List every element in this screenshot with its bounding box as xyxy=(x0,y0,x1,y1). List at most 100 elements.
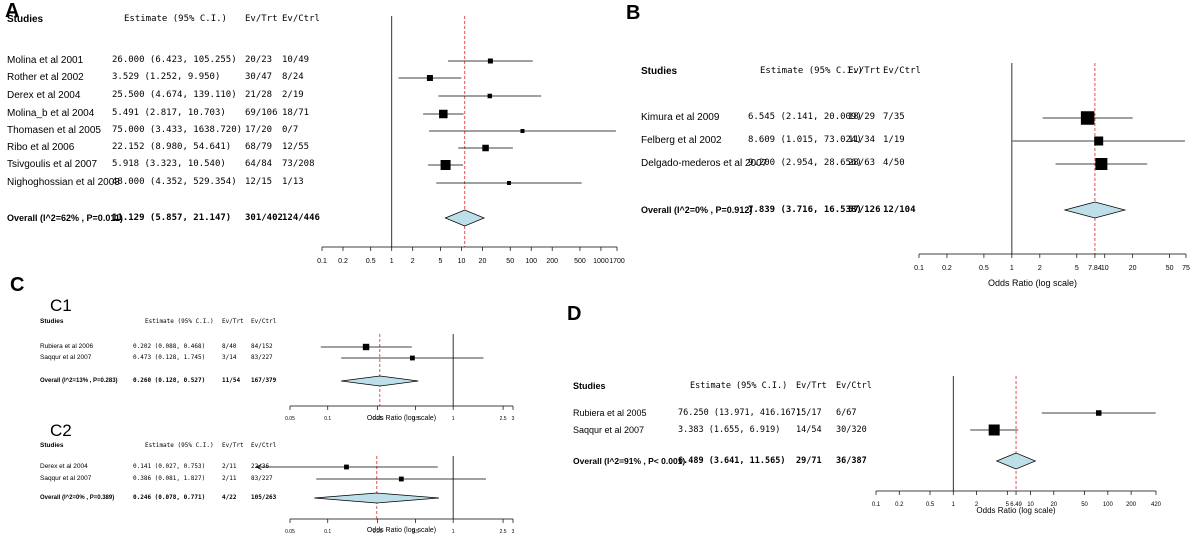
x-axis-title: Odds Ratio (log scale) xyxy=(976,506,1055,515)
study-name: Molina_b et al 2004 xyxy=(7,108,95,119)
overall-diamond xyxy=(444,209,486,227)
x-tick-label: 0.2 xyxy=(338,258,348,265)
study-name: Derex et al 2004 xyxy=(7,90,81,101)
study-ev-trt: 64/84 xyxy=(245,159,273,169)
x-tick-label: 0.5 xyxy=(979,265,989,272)
header-ev-trt: Ev/Trt xyxy=(222,317,244,325)
panel-label-b: B xyxy=(626,2,641,24)
x-tick-label: 0.2 xyxy=(942,265,952,272)
overall-ev-ctrl: 167/379 xyxy=(251,377,277,384)
header-ev-trt: Ev/Trt xyxy=(848,66,881,76)
study-ev-ctrl: 22/36 xyxy=(251,462,270,470)
panel-label-c1: C1 xyxy=(50,296,72,315)
study-ev-ctrl: 30/320 xyxy=(836,424,867,435)
x-tick-label: 5 xyxy=(1006,502,1010,508)
panel-label-c: C xyxy=(10,274,25,296)
x-tick-label: 1 xyxy=(452,416,455,422)
header-ev-ctrl: Ev/Ctrl xyxy=(251,441,277,449)
study-ev-ctrl: 83/227 xyxy=(251,474,273,482)
study-name: Saqqur et al 2007 xyxy=(40,353,92,361)
study-ev-trt: 18/29 xyxy=(848,112,876,122)
study-name: Rubiera et al 2005 xyxy=(573,407,647,418)
overall-ev-ctrl: 124/446 xyxy=(282,212,320,223)
x-tick-label: 0.1 xyxy=(872,502,881,508)
study-ev-ctrl: 4/50 xyxy=(883,158,905,168)
x-tick-label: 10 xyxy=(1101,265,1109,272)
header-ev-trt: Ev/Trt xyxy=(245,14,278,24)
study-ev-ctrl: 84/152 xyxy=(251,342,273,350)
point-estimate-square xyxy=(439,109,448,119)
study-estimate: 0.141 (0.027, 0.753) xyxy=(133,462,206,470)
study-estimate: 76.250 (13.971, 416.167) xyxy=(678,407,801,418)
x-tick-label: 10 xyxy=(1027,502,1034,508)
overall-label: Overall (I^2=91% , P< 0.001) xyxy=(573,455,686,466)
panel-label-c2: C2 xyxy=(50,421,72,440)
overall-label: Overall (I^2=62% , P=0.011) xyxy=(7,212,123,223)
panel-label-d: D xyxy=(567,303,582,325)
study-ev-trt: 20/23 xyxy=(245,55,273,65)
x-tick-label: 0.5 xyxy=(366,258,376,265)
overall-ev-ctrl: 36/387 xyxy=(836,455,867,466)
study-estimate: 0.202 (0.088, 0.468) xyxy=(133,342,206,350)
study-name: Saqqur et al 2007 xyxy=(40,474,92,482)
header-ev-trt: Ev/Trt xyxy=(222,441,244,449)
study-name: Saqqur et al 2007 xyxy=(573,424,645,435)
overall-ev-trt: 4/22 xyxy=(222,494,237,501)
header-estimate: Estimate (95% C.I.) xyxy=(760,66,863,76)
x-tick-label: 0.25 xyxy=(373,416,383,422)
x-tick-label: 50 xyxy=(506,258,514,265)
x-tick-label: 1 xyxy=(1010,265,1014,272)
x-tick-label: 1700 xyxy=(609,258,625,265)
point-estimate-square xyxy=(487,93,493,99)
study-estimate: 48.000 (4.352, 529.354) xyxy=(112,177,237,187)
x-tick-label: 0.05 xyxy=(285,529,295,535)
study-name: Rother et al 2002 xyxy=(7,72,84,83)
point-estimate-square xyxy=(988,424,1000,436)
overall-estimate: 6.489 (3.641, 11.565) xyxy=(678,455,786,466)
x-tick-label: 0.1 xyxy=(324,529,331,535)
overall-diamond xyxy=(314,492,440,504)
overall-diamond xyxy=(341,375,419,387)
study-name: Molina et al 2001 xyxy=(7,55,84,66)
x-tick-label: 5 xyxy=(1075,265,1079,272)
point-estimate-square xyxy=(409,355,415,361)
x-tick-label: 0.1 xyxy=(317,258,327,265)
overall-ev-ctrl: 105/263 xyxy=(251,494,277,501)
overall-diamond xyxy=(1063,201,1127,219)
study-estimate: 6.545 (2.141, 20.009) xyxy=(748,112,862,122)
x-tick-label: 3 xyxy=(512,529,515,535)
x-tick-label: 1 xyxy=(452,529,455,535)
x-tick-label: 2.5 xyxy=(500,416,507,422)
study-ev-trt: 21/28 xyxy=(245,90,273,100)
x-tick-label: 10 xyxy=(458,258,466,265)
study-estimate: 8.609 (1.015, 73.024) xyxy=(748,135,862,145)
study-name: Rubiera et al 2006 xyxy=(40,342,94,350)
overall-ev-trt: 57/126 xyxy=(848,204,881,215)
study-ev-ctrl: 83/227 xyxy=(251,353,273,361)
header-studies: Studies xyxy=(40,317,64,325)
x-tick-label: 0.25 xyxy=(373,529,383,535)
x-tick-label: 0.2 xyxy=(895,502,904,508)
overall-estimate: 7.839 (3.716, 16.538) xyxy=(748,204,862,215)
study-ev-ctrl: 10/49 xyxy=(282,55,310,65)
study-estimate: 25.500 (4.674, 139.110) xyxy=(112,90,237,100)
point-estimate-square xyxy=(398,476,404,482)
study-ev-trt: 2/11 xyxy=(222,474,237,482)
study-ev-ctrl: 73/208 xyxy=(282,159,315,169)
x-tick-label: 75 xyxy=(1182,265,1190,272)
x-tick-label: 200 xyxy=(546,258,558,265)
header-ev-ctrl: Ev/Ctrl xyxy=(282,14,320,24)
x-tick-label: 0.05 xyxy=(285,416,295,422)
point-estimate-square xyxy=(440,160,451,170)
x-tick-label: 500 xyxy=(574,258,586,265)
point-estimate-square xyxy=(506,181,511,185)
overall-estimate: 0.260 (0.128, 0.527) xyxy=(133,377,206,384)
x-tick-label: 20 xyxy=(479,258,487,265)
study-name: Nighoghossian et al 2003 xyxy=(7,177,120,188)
study-ev-ctrl: 0/7 xyxy=(282,125,299,135)
study-estimate: 0.473 (0.128, 1.745) xyxy=(133,353,206,361)
overall-estimate: 0.246 (0.078, 0.771) xyxy=(133,494,206,501)
header-studies: Studies xyxy=(40,441,64,449)
point-estimate-square xyxy=(1095,158,1108,170)
overall-estimate: 11.129 (5.857, 21.147) xyxy=(112,212,232,223)
